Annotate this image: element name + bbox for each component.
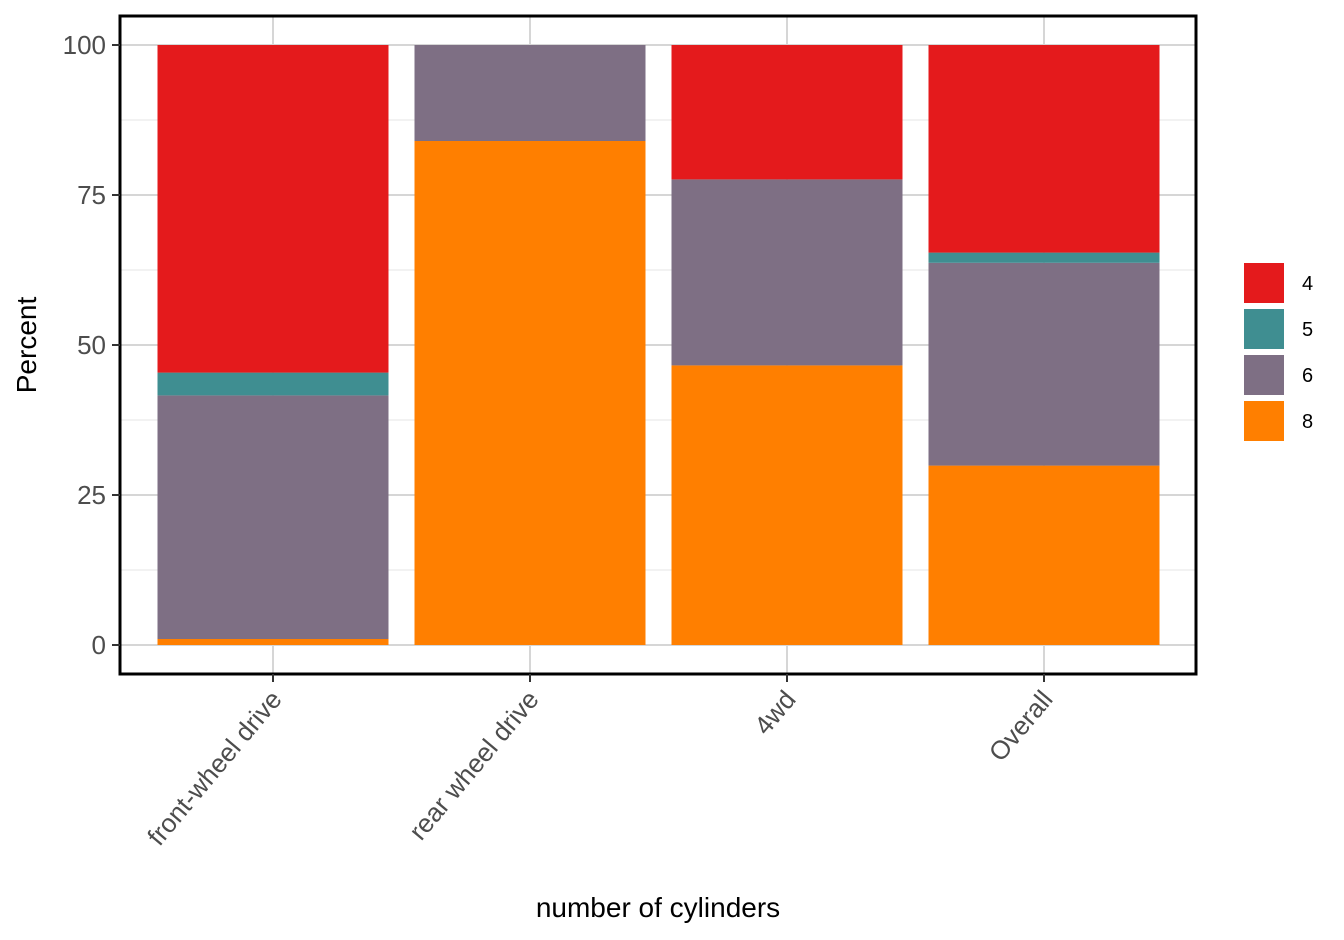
legend: 4 5 6 8 — [1242, 261, 1313, 443]
y-tick-label: 100 — [63, 30, 106, 60]
y-axis-ticks: 0 25 50 75 100 — [63, 30, 120, 660]
bar-segment-6-cyl-1 — [157, 395, 389, 639]
legend-label-5: 5 — [1302, 319, 1313, 341]
legend-label-8: 8 — [1302, 411, 1313, 433]
legend-label-4: 4 — [1302, 273, 1313, 295]
legend-label-6: 6 — [1302, 365, 1313, 387]
bar-segment-8-cyl-2 — [414, 141, 646, 645]
legend-key-8 — [1242, 399, 1286, 443]
x-tick-label: 4wd — [748, 685, 802, 741]
y-axis-title: Percent — [11, 297, 42, 394]
bar-segment-4-cyl-1 — [157, 45, 389, 373]
legend-key-4 — [1242, 261, 1286, 305]
bar-segment-6-cyl-4 — [928, 262, 1160, 466]
x-axis-title: number of cylinders — [536, 892, 780, 923]
x-tick-label: rear wheel drive — [403, 685, 545, 846]
bar-segment-6-cyl-3 — [671, 179, 903, 366]
x-tick-label: Overall — [983, 685, 1059, 767]
y-tick-label: 50 — [77, 330, 106, 360]
x-axis-ticks: front-wheel drive rear wheel drive 4wd Over… — [141, 674, 1059, 851]
bar-segment-8-cyl-1 — [157, 639, 389, 645]
y-tick-label: 25 — [77, 480, 106, 510]
bar-segment-5-cyl-1 — [157, 372, 389, 396]
legend-key-6 — [1242, 353, 1286, 397]
y-tick-label: 0 — [92, 630, 106, 660]
bar-segment-8-cyl-3 — [671, 365, 903, 645]
legend-key-5 — [1242, 307, 1286, 351]
x-tick-label: front-wheel drive — [141, 685, 288, 852]
bar-segment-4-cyl-3 — [671, 45, 903, 180]
bar-segment-4-cyl-4 — [928, 45, 1160, 253]
bar-segment-8-cyl-4 — [928, 465, 1160, 645]
bar-segment-6-cyl-2 — [414, 45, 646, 141]
bar-segment-5-cyl-4 — [928, 252, 1160, 263]
bars — [157, 45, 1160, 645]
y-tick-label: 75 — [77, 180, 106, 210]
